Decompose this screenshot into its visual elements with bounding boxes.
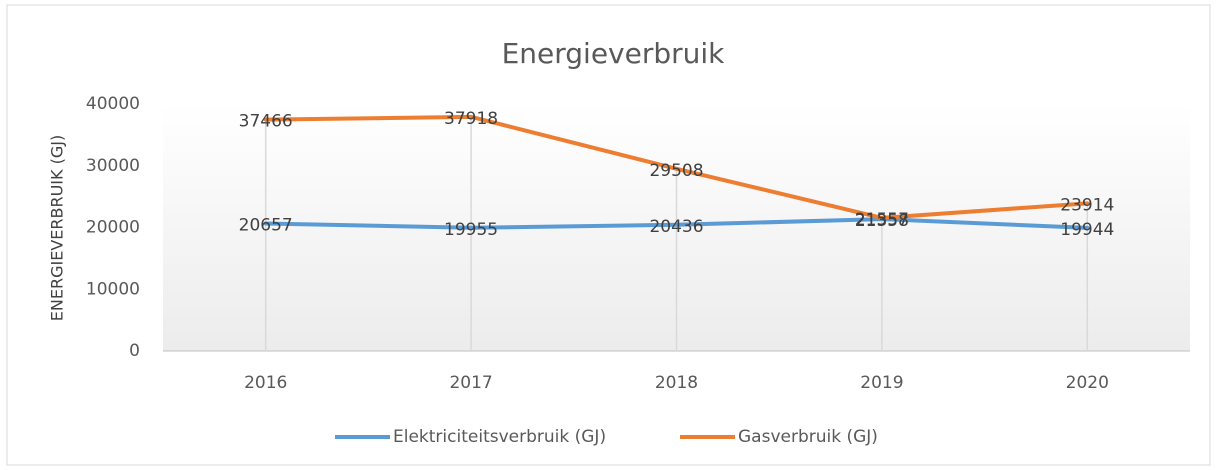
legend-label: Gasverbruik (GJ) [738,427,878,447]
x-tick-label: 2019 [860,373,903,393]
data-label: 37466 [239,112,293,132]
legend-label: Elektriciteitsverbruik (GJ) [393,427,606,447]
data-label: 37918 [444,109,498,129]
data-label: 23914 [1060,195,1114,215]
data-label: 29508 [649,161,703,181]
series-line [263,114,1090,220]
data-label: 21358 [855,211,909,231]
data-label: 20657 [239,215,293,235]
y-axis-label: ENERGIEVERBRUIK (GJ) [48,135,67,321]
data-label: 19955 [444,220,498,240]
x-tick-label: 2020 [1066,373,1109,393]
data-label: 21557 [855,210,909,230]
y-tick-label: 0 [129,341,140,361]
y-tick-label: 40000 [86,94,140,114]
y-tick-label: 20000 [86,218,140,238]
data-label: 20436 [649,217,703,237]
series-line [263,217,1090,230]
x-tick-label: 2017 [449,373,492,393]
chart-title: Energieverbruik [502,37,726,70]
x-tick-label: 2016 [244,373,287,393]
x-tick-label: 2018 [655,373,698,393]
y-tick-label: 10000 [86,279,140,299]
y-tick-label: 30000 [86,156,140,176]
data-label: 19944 [1060,220,1114,240]
